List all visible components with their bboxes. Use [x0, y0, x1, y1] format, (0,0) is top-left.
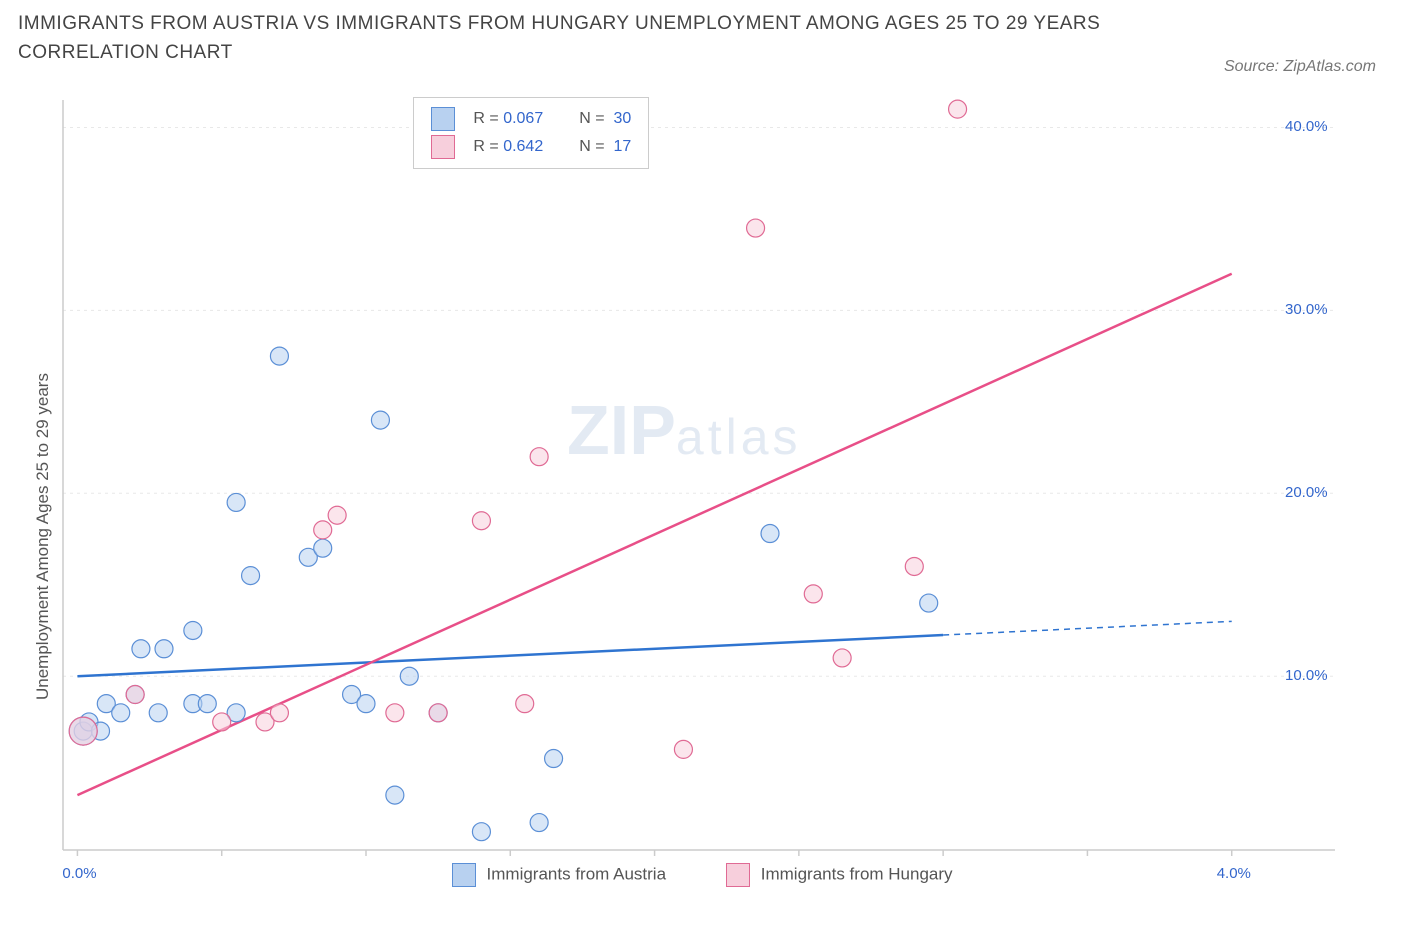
legend-swatch: [431, 107, 455, 131]
legend-r-value: 0.642: [503, 138, 543, 155]
y-tick-label: 30.0%: [1285, 301, 1328, 318]
legend-bottom: Immigrants from Austria Immigrants from …: [452, 863, 1013, 887]
legend-swatch: [452, 863, 476, 887]
legend-r-value: 0.067: [503, 110, 543, 127]
legend-stats-box: R = 0.067 N = 30 R = 0.642 N = 17: [413, 97, 649, 169]
y-tick-label: 40.0%: [1285, 118, 1328, 135]
x-tick-label: 4.0%: [1217, 865, 1251, 882]
legend-n-label: N = 17: [574, 134, 636, 160]
legend-item: Immigrants from Austria: [452, 863, 666, 887]
legend-label: Immigrants from Austria: [487, 864, 667, 883]
legend-swatch: [726, 863, 750, 887]
legend-label: Immigrants from Hungary: [761, 864, 953, 883]
y-tick-label: 20.0%: [1285, 484, 1328, 501]
y-axis-label: Unemployment Among Ages 25 to 29 years: [33, 373, 53, 700]
legend-item: Immigrants from Hungary: [726, 863, 953, 887]
legend-n-value: 17: [609, 138, 631, 155]
scatter-plot: [55, 95, 1335, 870]
x-tick-label: 0.0%: [62, 865, 96, 882]
legend-n-label: N = 30: [574, 106, 636, 132]
legend-swatch: [431, 135, 455, 159]
source-label: Source: ZipAtlas.com: [1224, 58, 1376, 76]
legend-r-label: R = 0.067: [468, 106, 548, 132]
legend-n-value: 30: [609, 110, 631, 127]
legend-r-label: R = 0.642: [468, 134, 548, 160]
y-tick-label: 10.0%: [1285, 667, 1328, 684]
chart-title: IMMIGRANTS FROM AUSTRIA VS IMMIGRANTS FR…: [18, 10, 1106, 67]
